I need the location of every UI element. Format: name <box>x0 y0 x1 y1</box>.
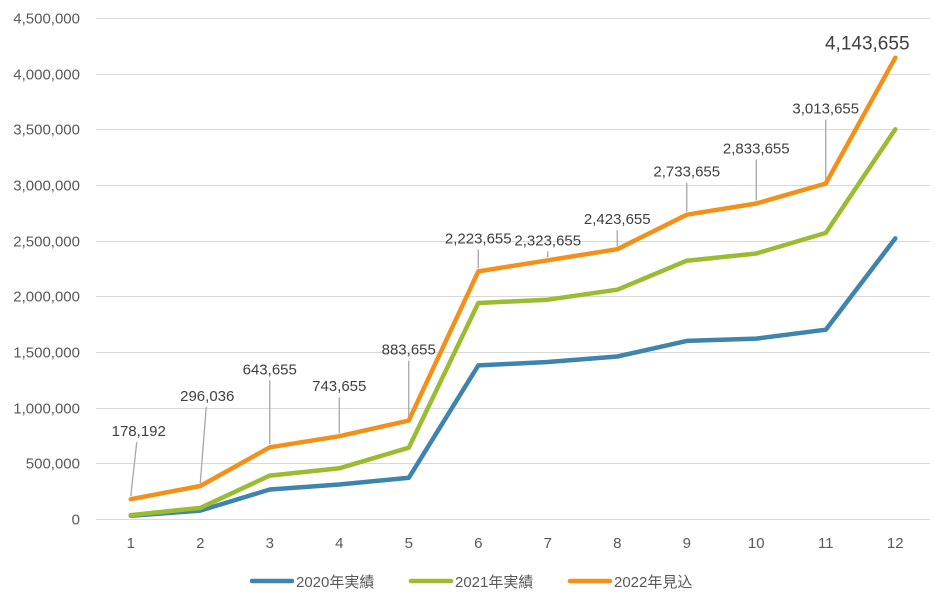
data-label: 3,013,655 <box>792 100 859 117</box>
series-lines <box>128 55 898 518</box>
data-label: 643,655 <box>243 361 297 378</box>
data-label: 2,223,655 <box>445 230 512 247</box>
series-line-3 <box>128 55 898 502</box>
gridlines <box>96 18 930 520</box>
data-label: 2,423,655 <box>584 211 651 228</box>
x-tick-label: 6 <box>474 535 482 552</box>
legend-label: 2022年見込 <box>614 574 692 591</box>
data-label: 883,655 <box>382 342 436 359</box>
y-tick-label: 3,000,000 <box>13 178 80 195</box>
legend-label: 2020年実績 <box>296 574 374 591</box>
x-tick-label: 2 <box>196 535 204 552</box>
y-tick-label: 1,500,000 <box>13 345 80 362</box>
leader-line <box>199 406 207 484</box>
x-tick-label: 8 <box>613 535 621 552</box>
x-tick-label: 4 <box>335 535 343 552</box>
series-line-1 <box>128 236 898 518</box>
legend-label: 2021年実績 <box>455 574 533 591</box>
y-tick-label: 3,500,000 <box>13 122 80 139</box>
x-tick-label: 10 <box>748 535 765 552</box>
data-labels: 178,192 296,036 643,655 743,655 883,655 2,223… <box>112 34 910 440</box>
x-tick-label: 1 <box>127 535 135 552</box>
x-axis: 1 2 3 4 5 6 7 8 9 10 11 12 <box>127 535 904 552</box>
data-label: 2,833,655 <box>723 141 790 158</box>
y-tick-label: 2,500,000 <box>13 234 80 251</box>
y-tick-label: 500,000 <box>26 456 80 473</box>
data-label: 2,323,655 <box>514 232 581 249</box>
y-tick-label: 2,000,000 <box>13 289 80 306</box>
data-label: 4,143,655 <box>825 34 910 55</box>
y-tick-label: 4,500,000 <box>13 11 80 28</box>
x-tick-label: 7 <box>544 535 552 552</box>
series-line-2 <box>128 127 898 518</box>
y-axis: 0 500,000 1,000,000 1,500,000 2,000,000 2,500… <box>13 11 80 529</box>
y-tick-label: 4,000,000 <box>13 67 80 84</box>
x-tick-label: 11 <box>818 535 834 552</box>
x-tick-label: 3 <box>266 535 274 552</box>
x-tick-label: 12 <box>887 535 904 552</box>
x-tick-label: 5 <box>405 535 413 552</box>
x-tick-label: 9 <box>683 535 691 552</box>
y-tick-label: 1,000,000 <box>13 401 80 418</box>
leader-line <box>130 442 138 497</box>
data-label: 178,192 <box>112 423 166 440</box>
data-label-leaders <box>130 119 827 497</box>
legend: 2020年実績 2021年実績 2022年見込 <box>249 574 692 591</box>
data-label: 296,036 <box>180 388 234 405</box>
data-label: 743,655 <box>312 378 366 395</box>
y-tick-label: 0 <box>72 512 80 529</box>
data-label: 2,733,655 <box>653 164 720 181</box>
